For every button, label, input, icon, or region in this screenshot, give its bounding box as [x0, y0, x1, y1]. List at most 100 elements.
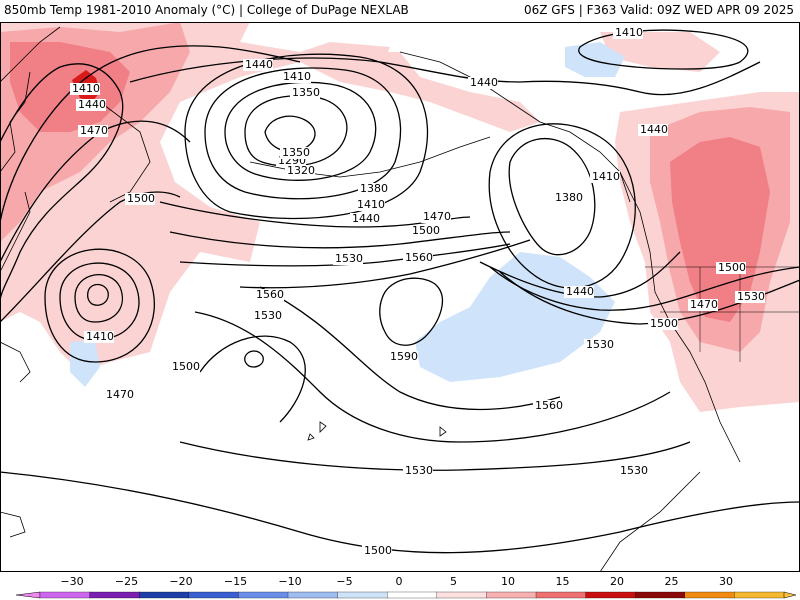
colorbar-ticks: −30 −25 −20 −15 −10 −5 0 5 10 15 20 25 30: [60, 575, 733, 588]
svg-text:1410: 1410: [72, 82, 100, 95]
cold-anomaly-central: [415, 252, 615, 382]
contour-1500-bottom: [0, 471, 800, 554]
svg-text:1350: 1350: [282, 146, 310, 159]
colorbar-tick-label: 5: [450, 575, 457, 588]
svg-text:1530: 1530: [335, 252, 363, 265]
contour-label: 1440: [468, 76, 498, 89]
contour-label: 1440: [243, 58, 273, 71]
svg-text:1500: 1500: [364, 544, 392, 557]
svg-text:1410: 1410: [357, 198, 385, 211]
contour-label: 1530: [618, 464, 648, 477]
svg-text:1500: 1500: [172, 360, 200, 373]
mexico-coast: [599, 471, 701, 572]
contour-1410-north: [578, 29, 749, 70]
contour-low-center: [264, 115, 316, 153]
model-run-info: 06Z GFS | F363 Valid: 09Z WED APR 09 202…: [523, 3, 794, 17]
colorbar-swatch: [188, 591, 240, 599]
contour-label: 1500: [362, 544, 392, 557]
colorbar-arrow-left: [15, 591, 41, 599]
colorbar-tick-label: −20: [169, 575, 192, 588]
svg-text:1470: 1470: [80, 124, 108, 137]
contour-high-center: [379, 277, 444, 346]
contour-labels: 1410 1440 1410 1440 1470 1500 1440 1410 …: [70, 26, 765, 557]
svg-text:1530: 1530: [405, 464, 433, 477]
svg-text:1530: 1530: [254, 309, 282, 322]
contour-label: 1470: [688, 298, 718, 311]
svg-text:1500: 1500: [718, 261, 746, 274]
contour-label: 1530: [333, 252, 363, 265]
contour-1560-mid: [239, 239, 531, 289]
contour-1560-south: [259, 286, 561, 411]
svg-text:1530: 1530: [737, 290, 765, 303]
svg-text:1440: 1440: [566, 285, 594, 298]
svg-text:1530: 1530: [586, 338, 614, 351]
contour-low-west-2: [74, 274, 123, 323]
svg-text:1440: 1440: [245, 58, 273, 71]
svg-text:1470: 1470: [106, 388, 134, 401]
colorbar-swatch: [238, 591, 289, 599]
svg-text:1530: 1530: [620, 464, 648, 477]
contour-label: 1350: [290, 86, 320, 99]
svg-text:1410: 1410: [86, 330, 114, 343]
contour-label: 1560: [403, 251, 433, 264]
contour-1410-east: [488, 123, 636, 289]
contour-1350: [224, 81, 377, 181]
svg-text:1500: 1500: [650, 317, 678, 330]
contour-label: 1560: [533, 399, 563, 412]
colorbar-tick-label: −5: [336, 575, 352, 588]
svg-text:1470: 1470: [423, 210, 451, 223]
colorbar-swatch: [635, 591, 686, 599]
svg-text:1410: 1410: [592, 170, 620, 183]
contour-label: 1560: [254, 288, 284, 301]
colorbar-swatch: [436, 591, 488, 599]
warm-anomaly-north: [300, 52, 540, 132]
contour-label: 1530: [735, 290, 765, 303]
svg-text:1320: 1320: [287, 164, 315, 177]
colorbar-tick-label: 15: [556, 575, 570, 588]
colorbar-tick-label: −10: [278, 575, 301, 588]
svg-text:1470: 1470: [690, 298, 718, 311]
colorbar-swatch: [535, 591, 587, 599]
colorbar-arrow-right: [783, 591, 797, 599]
colorbar-tick-label: 30: [719, 575, 733, 588]
contour-low-west-4: [44, 248, 155, 363]
svg-text:1500: 1500: [412, 224, 440, 237]
colorbar-tick-label: −15: [224, 575, 247, 588]
contour-label: 1380: [553, 191, 583, 204]
svg-text:1590: 1590: [390, 350, 418, 363]
contour-1530-mid: [179, 243, 511, 267]
cold-anomaly-northeast: [565, 42, 625, 77]
contour-1440-west: [0, 45, 301, 223]
contour-label: 1410: [613, 26, 643, 39]
warm-anomaly-east-2: [600, 32, 720, 72]
colorbar-swatch: [139, 591, 190, 599]
contour-label: 1410: [70, 82, 100, 95]
colorbar-tick-label: 20: [610, 575, 624, 588]
colorbar-tick-label: −25: [115, 575, 138, 588]
contour-1380: [204, 67, 402, 200]
contour-1440-east: [479, 251, 681, 298]
contour-label: 1410: [355, 198, 385, 211]
colorbar-swatches: [15, 591, 797, 599]
contour-label: 1470: [78, 124, 108, 137]
contour-label: 1410: [590, 170, 620, 183]
svg-text:1560: 1560: [535, 399, 563, 412]
contour-1500-east: [499, 271, 800, 325]
contour-1530-south: [194, 311, 671, 443]
contour-label: 1380: [358, 182, 388, 195]
contour-1500-south: [199, 335, 306, 423]
colorbar-swatch: [684, 591, 736, 599]
contour-label: 1500: [125, 192, 155, 205]
contour-label: 1470: [421, 210, 451, 223]
colorbar-tick-label: 10: [501, 575, 515, 588]
contour-small-low: [244, 350, 264, 368]
svg-text:1410: 1410: [283, 70, 311, 83]
warm-anomaly-east-strong: [670, 137, 770, 322]
contour-1500-west: [0, 191, 181, 323]
hawaii-islands: [307, 421, 447, 441]
contour-1530-lower: [179, 441, 691, 471]
contour-label: 1410: [84, 330, 114, 343]
colorbar-swatch: [486, 591, 537, 599]
contour-label: 1320: [285, 164, 315, 177]
